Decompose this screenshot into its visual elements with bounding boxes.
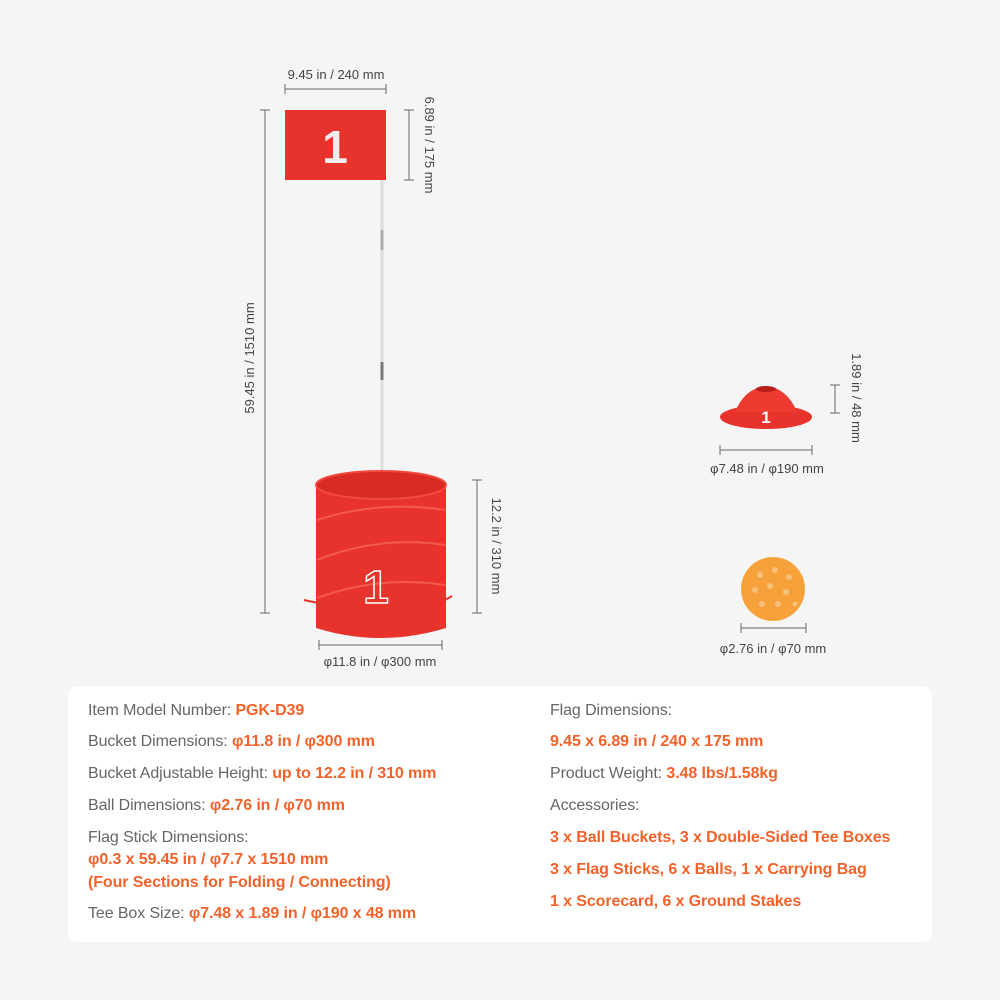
spec-value: up to 12.2 in / 310 mm	[272, 765, 437, 782]
tee-box: 1	[720, 386, 812, 429]
spec-flag-stick-note: (Four Sections for Folding / Connecting)	[88, 874, 391, 891]
accessory-item: 3 x Ball Buckets, 3 x Double-Sided Tee B…	[550, 829, 891, 846]
bucket: 1	[303, 470, 453, 638]
spec-label: Tee Box Size:	[88, 905, 189, 922]
spec-value: φ2.76 in / φ70 mm	[209, 797, 345, 814]
tee-diameter-label: φ7.48 in / φ190 mm	[710, 461, 824, 476]
flag-height-label: 6.89 in / 175 mm	[422, 97, 437, 194]
spec-label: Bucket Dimensions:	[88, 733, 232, 750]
specs-panel	[68, 686, 932, 942]
flag-number: 1	[322, 121, 348, 173]
bucket-diameter-label: φ11.8 in / φ300 mm	[324, 654, 437, 669]
spec-flag-dimensions-label: Flag Dimensions:	[550, 702, 673, 719]
spec-model-number: Item Model Number: PGK-D39	[88, 702, 304, 720]
tee-number: 1	[761, 408, 770, 427]
ball	[741, 557, 805, 621]
flag-width-label: 9.45 in / 240 mm	[288, 67, 385, 82]
spec-value: PGK-D39	[235, 702, 305, 719]
spec-label: Item Model Number:	[88, 702, 236, 719]
product-illustration: 9.45 in / 240 mm 6.89 in / 175 mm 59.45 …	[242, 67, 864, 669]
spec-label: Product Weight:	[550, 765, 667, 782]
ball-diameter-label: φ2.76 in / φ70 mm	[720, 641, 826, 656]
accessory-item: 3 x Flag Sticks, 6 x Balls, 1 x Carrying…	[550, 861, 867, 878]
spec-bucket-height: Bucket Adjustable Height: up to 12.2 in …	[88, 765, 436, 783]
spec-flag-stick-value: φ0.3 x 59.45 in / φ7.7 x 1510 mm	[88, 851, 329, 868]
spec-label: Ball Dimensions:	[88, 797, 210, 814]
bucket-number: 1	[363, 561, 389, 613]
spec-value: φ11.8 in / φ300 mm	[231, 733, 375, 750]
spec-product-weight: Product Weight: 3.48 lbs/1.58kg	[550, 765, 778, 783]
spec-tee-box-size: Tee Box Size: φ7.48 x 1.89 in / φ190 x 4…	[88, 905, 416, 923]
spec-ball-dimensions: Ball Dimensions: φ2.76 in / φ70 mm	[88, 797, 345, 815]
spec-bucket-dimensions: Bucket Dimensions: φ11.8 in / φ300 mm	[88, 733, 375, 751]
spec-value: φ7.48 x 1.89 in / φ190 x 48 mm	[188, 905, 417, 922]
spec-flag-dimensions-value: 9.45 x 6.89 in / 240 x 175 mm	[550, 733, 764, 750]
bucket-height-label: 12.2 in / 310 mm	[489, 498, 504, 595]
flag: 1	[285, 110, 386, 180]
spec-accessories-label: Accessories:	[550, 797, 640, 814]
tee-height-label: 1.89 in / 48 mm	[849, 353, 864, 443]
stick-length-label: 59.45 in / 1510 mm	[242, 302, 257, 413]
spec-label: Bucket Adjustable Height:	[88, 765, 273, 782]
accessory-item: 1 x Scorecard, 6 x Ground Stakes	[550, 893, 802, 910]
spec-value: 3.48 lbs/1.58kg	[666, 765, 778, 782]
spec-flag-stick-label: Flag Stick Dimensions:	[88, 829, 249, 846]
